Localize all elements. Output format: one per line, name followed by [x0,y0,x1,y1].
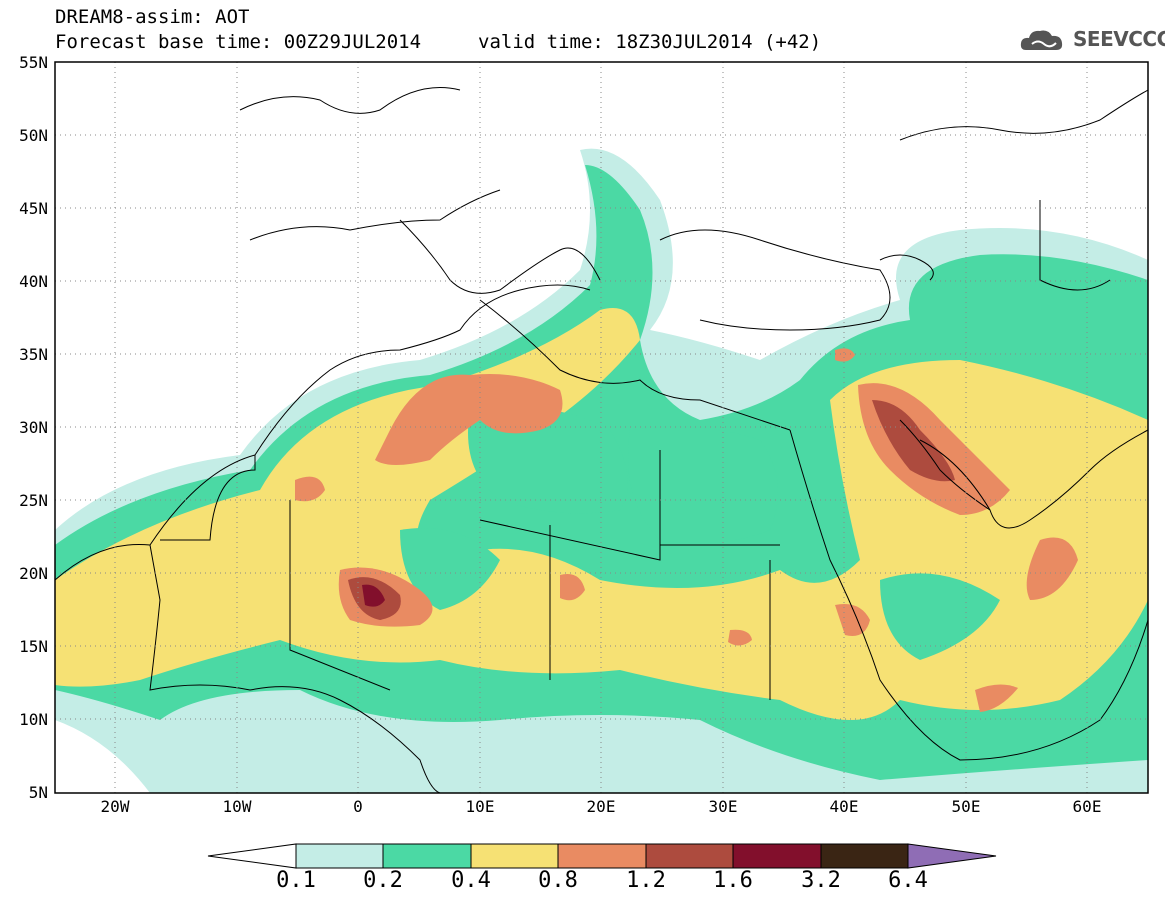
lat-axis: 55N 50N 45N 40N 35N 30N 25N 20N 15N 10N … [19,53,48,802]
lat-tick-label: 25N [19,491,48,510]
lat-tick-label: 30N [19,418,48,437]
lon-tick-label: 20W [101,797,130,816]
lon-axis: 20W 10W 0 10E 20E 30E 40E 50E 60E [101,797,1102,816]
lat-tick-label: 20N [19,564,48,583]
colorbar-low-arrow [207,843,297,869]
lon-tick-label: 20E [587,797,616,816]
colorbar-label: 0.8 [538,868,578,893]
colorbar-swatch [732,843,822,869]
lon-tick-label: 10E [466,797,495,816]
colorbar-label: 6.4 [888,868,928,893]
lat-tick-label: 55N [19,53,48,72]
colorbar-swatch [645,843,734,869]
colorbar-swatch [382,843,472,869]
lon-tick-label: 0 [353,797,363,816]
lon-tick-label: 40E [830,797,859,816]
colorbar-swatch [820,843,909,869]
colorbar-label: 0.2 [363,868,403,893]
aot-contour-0.8 [375,374,563,465]
map-title: DREAM8-assim: AOT [55,6,250,28]
colorbar-label: 0.1 [276,868,316,893]
lat-tick-label: 5N [29,783,48,802]
lon-tick-label: 30E [709,797,738,816]
lon-tick-label: 60E [1073,797,1102,816]
aot-contour-1.6 [362,584,385,607]
colorbar-high-arrow [907,843,997,869]
colorbar-label: 3.2 [801,868,841,893]
seevccc-cloud-logo-icon [1020,30,1063,50]
colorbar-swatch [295,843,384,869]
map-frame [54,61,1149,794]
colorbar-label: 1.6 [713,868,753,893]
lat-tick-label: 15N [19,637,48,656]
lat-tick-label: 45N [19,199,48,218]
graticule [55,62,1148,793]
lat-tick-label: 50N [19,126,48,145]
colorbar-swatch [470,843,559,869]
colorbar [207,843,997,869]
lon-tick-label: 10W [223,797,252,816]
lat-tick-label: 35N [19,345,48,364]
lon-tick-label: 50E [952,797,981,816]
colorbar-swatch [557,843,647,869]
colorbar-label: 1.2 [626,868,666,893]
logo-text: SEEVCCC [1073,27,1165,51]
coastlines [55,87,1148,793]
forecast-base-time: Forecast base time: 00Z29JUL2014 [55,31,422,53]
valid-time: valid time: 18Z30JUL2014 (+42) [478,31,822,53]
lat-tick-label: 10N [19,710,48,729]
lat-tick-label: 40N [19,272,48,291]
colorbar-label: 0.4 [451,868,491,893]
